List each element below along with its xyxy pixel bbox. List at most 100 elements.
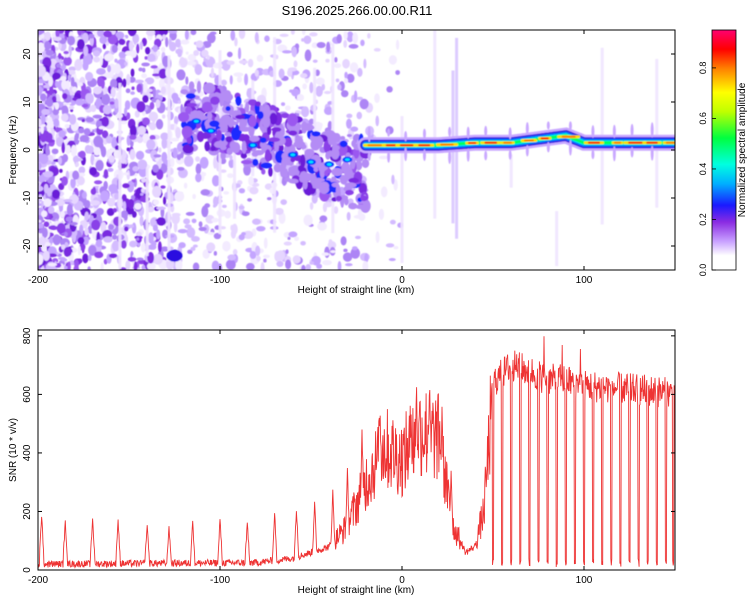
noise-blob bbox=[148, 244, 157, 250]
noise-blob bbox=[82, 253, 89, 264]
noise-blob bbox=[68, 105, 75, 110]
spectrogram-field bbox=[38, 30, 675, 270]
noise-blob bbox=[252, 218, 261, 225]
noise-blob bbox=[94, 251, 104, 259]
band-blob bbox=[260, 137, 267, 143]
band-blob bbox=[225, 136, 233, 143]
noise-blob bbox=[191, 218, 197, 224]
noise-blob bbox=[44, 242, 51, 247]
noise-blob bbox=[93, 135, 104, 148]
noise-blob bbox=[54, 102, 60, 110]
noise-blob bbox=[85, 117, 94, 123]
noise-blob bbox=[152, 185, 162, 198]
noise-blob bbox=[120, 240, 127, 249]
snr-y-axis-label: SNR (10 * v/v) bbox=[8, 418, 19, 482]
noise-blob bbox=[125, 88, 131, 94]
band-blob bbox=[185, 93, 196, 99]
colorbar-tick-label: 0.8 bbox=[698, 62, 708, 75]
noise-blob bbox=[161, 114, 166, 119]
noise-blob bbox=[70, 177, 76, 189]
noise-blob bbox=[192, 193, 196, 200]
noise-blob bbox=[73, 265, 79, 270]
noise-blob bbox=[132, 166, 139, 172]
noise-blob bbox=[226, 51, 233, 58]
band-blob bbox=[235, 114, 245, 120]
noise-blob bbox=[174, 191, 185, 202]
noise-blob bbox=[152, 44, 158, 53]
noise-blob bbox=[120, 210, 129, 219]
band-blob bbox=[201, 101, 214, 113]
noise-blob bbox=[83, 128, 91, 136]
noise-blob bbox=[206, 54, 210, 60]
noise-blob bbox=[324, 246, 330, 259]
noise-blob bbox=[309, 82, 314, 94]
noise-blob bbox=[148, 206, 155, 213]
noise-blob bbox=[150, 65, 158, 69]
noise-blob bbox=[395, 39, 400, 50]
noise-blob bbox=[84, 211, 89, 221]
noise-blob bbox=[65, 216, 74, 222]
noise-blob bbox=[309, 261, 315, 265]
noise-blob bbox=[280, 102, 286, 106]
band-blob bbox=[181, 126, 193, 138]
noise-blob bbox=[171, 213, 180, 225]
noise-blob bbox=[144, 77, 155, 85]
noise-blob bbox=[40, 200, 45, 209]
band-blob bbox=[248, 115, 257, 128]
noise-blob bbox=[300, 240, 306, 246]
noise-blob bbox=[99, 55, 103, 66]
noise-blob bbox=[359, 98, 369, 110]
noise-blob bbox=[98, 118, 107, 122]
noise-blob bbox=[352, 32, 359, 44]
ridge-bump bbox=[448, 150, 452, 165]
band-blob bbox=[350, 155, 356, 170]
noise-blob bbox=[229, 154, 233, 161]
snr-series-line bbox=[38, 336, 675, 569]
noise-blob bbox=[79, 134, 90, 143]
noise-blob bbox=[101, 93, 111, 106]
noise-blob bbox=[227, 254, 236, 261]
noise-blob bbox=[93, 146, 101, 156]
noise-blob bbox=[81, 103, 89, 108]
noise-blob bbox=[362, 261, 369, 270]
noise-blob bbox=[255, 245, 261, 257]
noise-blob bbox=[147, 251, 155, 264]
x-tick-label: -100 bbox=[210, 275, 230, 286]
noise-blob bbox=[140, 192, 144, 196]
noise-blob bbox=[38, 85, 43, 96]
vertical-streak bbox=[400, 116, 404, 264]
noise-blob bbox=[63, 198, 73, 203]
noise-blob bbox=[241, 211, 250, 217]
noise-blob bbox=[85, 93, 94, 105]
noise-blob bbox=[305, 264, 311, 270]
noise-blob bbox=[83, 53, 92, 66]
noise-blob bbox=[56, 63, 61, 68]
band-blob bbox=[196, 130, 205, 143]
ridge-bump bbox=[650, 122, 654, 138]
noise-blob bbox=[88, 33, 95, 39]
noise-blob bbox=[107, 113, 113, 117]
band-hotspot-core bbox=[193, 119, 199, 123]
y-tick-label: 0 bbox=[22, 147, 33, 153]
noise-blob bbox=[134, 110, 140, 118]
noise-blob bbox=[304, 49, 312, 62]
noise-blob bbox=[155, 119, 164, 130]
band-blob bbox=[241, 140, 247, 154]
noise-blob bbox=[183, 182, 188, 189]
noise-blob bbox=[149, 135, 156, 141]
noise-blob bbox=[375, 231, 380, 244]
noise-blob bbox=[67, 261, 71, 270]
noise-blob bbox=[130, 68, 135, 77]
noise-blob bbox=[185, 76, 189, 85]
noise-blob bbox=[152, 164, 159, 173]
noise-blob bbox=[126, 73, 131, 86]
band-blob bbox=[253, 149, 265, 156]
band-blob bbox=[268, 167, 273, 177]
band-blob bbox=[348, 202, 358, 210]
noise-blob bbox=[285, 249, 289, 254]
noise-blob bbox=[45, 132, 53, 142]
noise-blob bbox=[55, 126, 60, 133]
noise-blob bbox=[93, 86, 102, 95]
noise-blob bbox=[142, 95, 149, 103]
noise-blob bbox=[110, 86, 116, 98]
